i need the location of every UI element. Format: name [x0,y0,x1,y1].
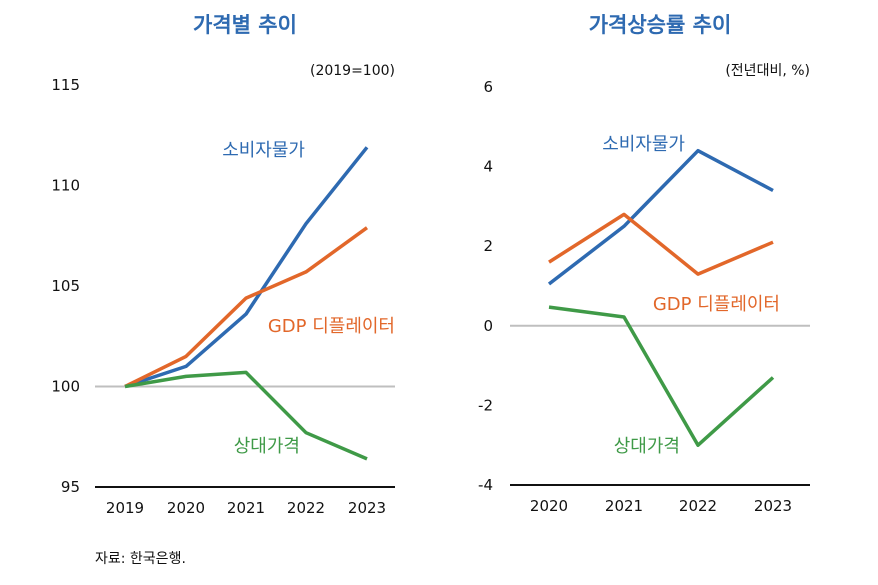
chart-title: 가격별 추이 [193,13,297,37]
series-line-cpi [547,148,774,286]
source-note: 자료: 한국은행. [95,551,186,567]
unit-label: (2019=100) [310,63,395,79]
y-tick-label: 110 [51,177,80,195]
y-tick-label: -2 [478,396,493,414]
series-label-cpi: 소비자물가 [222,140,305,161]
y-tick-label: 100 [51,378,80,396]
x-tick-label: 2021 [605,497,643,515]
series-label-rel: 상대가격 [614,436,680,457]
x-tick-label: 2020 [530,497,568,515]
series-label-gdp: GDP 디플레이터 [268,316,395,337]
series-label-gdp: GDP 디플레이터 [653,294,780,315]
series-label-rel: 상대가격 [234,436,300,457]
x-tick-label: 2019 [106,499,144,517]
unit-label: (전년대비, %) [725,63,810,79]
x-tick-label: 2023 [348,499,386,517]
y-tick-label: 115 [51,76,80,94]
y-tick-label: 0 [483,317,493,335]
chart-title: 가격상승률 추이 [589,13,732,37]
series-line-rel [124,370,368,461]
series-line-gdp [548,212,774,276]
y-tick-label: 95 [61,478,80,496]
x-tick-label: 2023 [754,497,792,515]
y-tick-label: 2 [483,237,493,255]
x-tick-label: 2022 [679,497,717,515]
series-line-rel [548,305,775,447]
series-label-cpi: 소비자물가 [602,134,685,155]
x-tick-label: 2021 [227,499,265,517]
series-line-cpi [124,146,369,389]
x-tick-label: 2020 [167,499,205,517]
y-tick-label: 4 [483,158,493,176]
x-tick-label: 2022 [287,499,325,517]
y-tick-label: 6 [483,78,493,96]
y-tick-label: -4 [478,476,493,494]
y-tick-label: 105 [51,277,80,295]
series-line-gdp [124,226,369,389]
